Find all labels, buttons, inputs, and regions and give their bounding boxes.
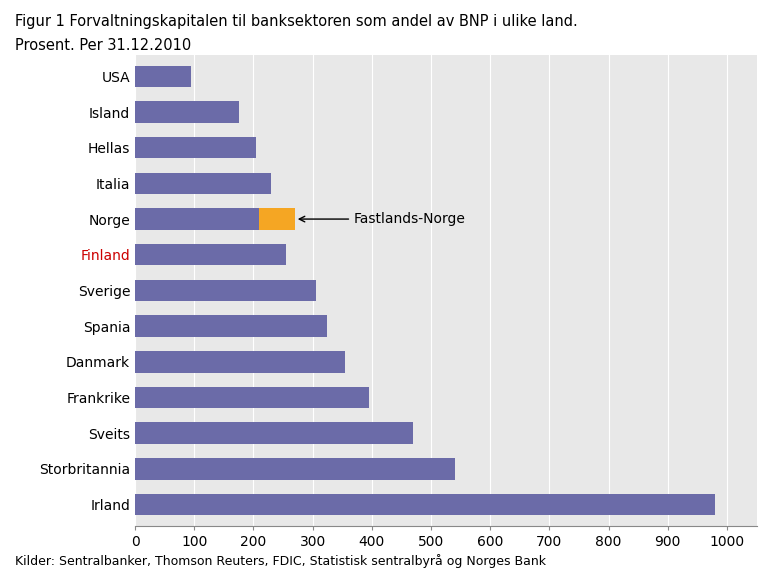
Text: Figur 1 Forvaltningskapitalen til banksektoren som andel av BNP i ulike land.: Figur 1 Forvaltningskapitalen til bankse…	[15, 14, 578, 29]
Text: Kilder: Sentralbanker, Thomson Reuters, FDIC, Statistisk sentralbyrå og Norges B: Kilder: Sentralbanker, Thomson Reuters, …	[15, 554, 547, 568]
Text: Fastlands-Norge: Fastlands-Norge	[300, 212, 466, 226]
Text: Prosent. Per 31.12.2010: Prosent. Per 31.12.2010	[15, 38, 191, 53]
Bar	[135, 458, 455, 480]
Bar	[259, 208, 295, 230]
Bar	[135, 66, 191, 87]
Bar	[135, 173, 271, 194]
Bar	[135, 387, 369, 408]
Bar	[135, 208, 259, 230]
Bar	[135, 494, 715, 515]
Bar	[135, 244, 286, 265]
Bar	[135, 423, 413, 444]
Bar	[135, 351, 345, 373]
Bar	[135, 316, 327, 337]
Bar	[135, 101, 239, 123]
Bar	[135, 137, 256, 158]
Bar	[135, 280, 316, 301]
